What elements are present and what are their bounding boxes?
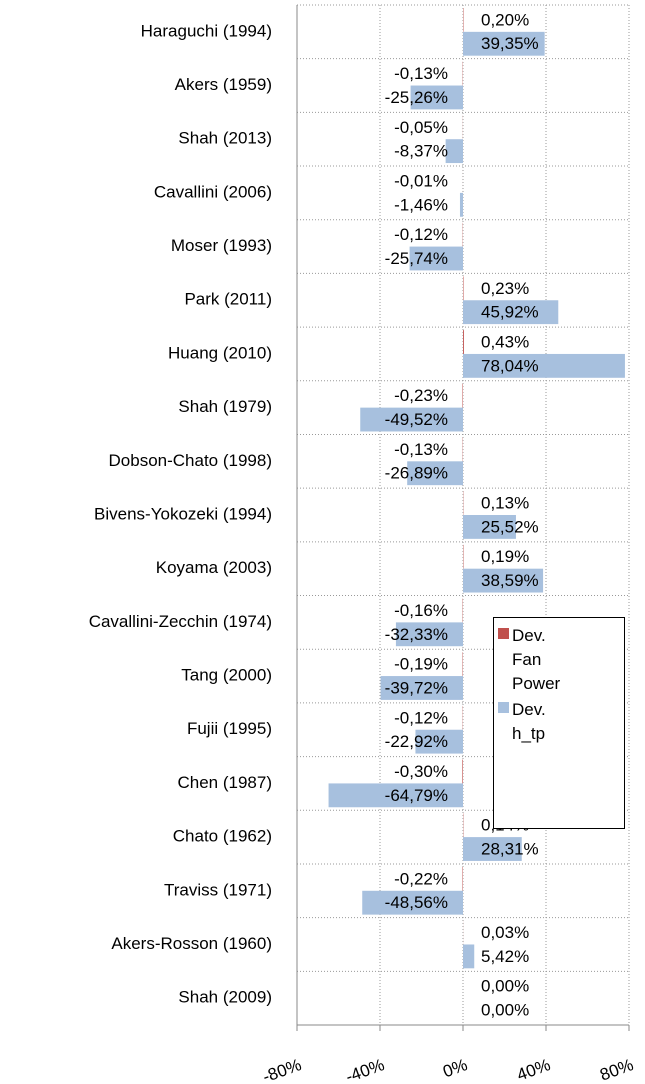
data-label: 0,43% [481,333,529,352]
data-label: 25,52% [481,517,539,536]
bar [445,139,463,164]
y-tick-label: Shah (2009) [178,988,272,1007]
data-label: 0,20% [481,10,529,29]
y-tick-label: Traviss (1971) [164,880,272,899]
y-tick-label: Chen (1987) [177,773,272,792]
data-label: 0,13% [481,494,529,513]
y-tick-label: Shah (1979) [178,397,272,416]
y-tick-label: Cavallini-Zecchin (1974) [89,612,272,631]
y-tick-label: Haraguchi (1994) [141,21,272,40]
data-label: 78,04% [481,356,539,375]
data-label: -0,13% [394,440,448,459]
legend-item: Dev. h_tp [498,698,620,746]
data-label: 0,23% [481,279,529,298]
data-label: 0,00% [481,1001,529,1020]
bar [462,759,463,784]
x-tick-label: 40% [514,1055,552,1084]
data-label: 0,19% [481,547,529,566]
bar [459,192,463,217]
y-tick-label: Huang (2010) [168,343,272,362]
data-label: 5,42% [481,947,529,966]
legend: Dev. Fan Power Dev. h_tp [493,617,625,829]
data-label: -64,79% [385,786,448,805]
data-label: -0,22% [394,869,448,888]
data-label: 0,00% [481,977,529,996]
bar [463,837,522,861]
y-tick-label: Fujii (1995) [187,719,272,738]
y-tick-label: Tang (2000) [181,666,272,685]
data-label: 45,92% [481,303,539,322]
data-label: -25,26% [385,88,448,107]
y-tick-label: Chato (1962) [173,827,272,846]
data-label: -48,56% [385,893,448,912]
bar [360,407,463,432]
data-label: 0,03% [481,923,529,942]
y-tick-label: Bivens-Yokozeki (1994) [94,504,272,523]
data-label: 39,35% [481,34,539,53]
data-label: -8,37% [394,142,448,161]
legend-item: Dev. Fan Power [498,624,620,696]
data-label: -22,92% [385,732,448,751]
data-label: -0,19% [394,655,448,674]
data-label: -49,52% [385,410,448,429]
bar [409,246,463,271]
bar [328,783,463,808]
data-label: -0,13% [394,64,448,83]
legend-key [498,628,509,639]
bar [407,461,463,486]
data-label: -0,30% [394,762,448,781]
bar [362,890,463,915]
data-label: -0,12% [394,708,448,727]
y-tick-label: Koyama (2003) [156,558,272,577]
data-label: -25,74% [385,249,448,268]
bar [410,85,463,110]
data-label: -0,23% [394,386,448,405]
data-label: 38,59% [481,571,539,590]
bar [463,515,516,539]
y-tick-label: Akers (1959) [175,75,272,94]
bar [463,330,464,354]
legend-label: Dev. Fan Power [512,626,561,693]
x-tick-label: 80% [597,1055,635,1084]
x-tick-label: 0% [440,1055,470,1081]
x-tick-label: -40% [343,1055,387,1084]
data-label: -0,12% [394,225,448,244]
bar [463,300,559,325]
x-tick-label: -80% [260,1055,304,1084]
y-tick-label: Moser (1993) [171,236,272,255]
y-tick-label: Shah (2013) [178,129,272,148]
data-label: -0,05% [394,118,448,137]
legend-label: Dev. h_tp [512,700,546,743]
data-label: -32,33% [385,625,448,644]
bar [463,31,545,56]
data-label: -39,72% [385,678,448,697]
data-label: 28,31% [481,840,539,859]
y-tick-label: Dobson-Chato (1998) [109,451,272,470]
bar [395,622,463,647]
bar [463,353,625,378]
bar [380,676,463,700]
bar [463,944,475,969]
y-tick-label: Akers-Rosson (1960) [111,934,272,953]
bar [463,568,544,593]
bar [415,729,463,754]
y-tick-label: Park (2011) [184,290,272,309]
data-label: -0,16% [394,601,448,620]
data-label: -0,01% [394,171,448,190]
y-tick-label: Cavallini (2006) [154,182,272,201]
data-label: -1,46% [394,195,448,214]
data-label: -26,89% [385,464,448,483]
legend-key [498,702,509,713]
